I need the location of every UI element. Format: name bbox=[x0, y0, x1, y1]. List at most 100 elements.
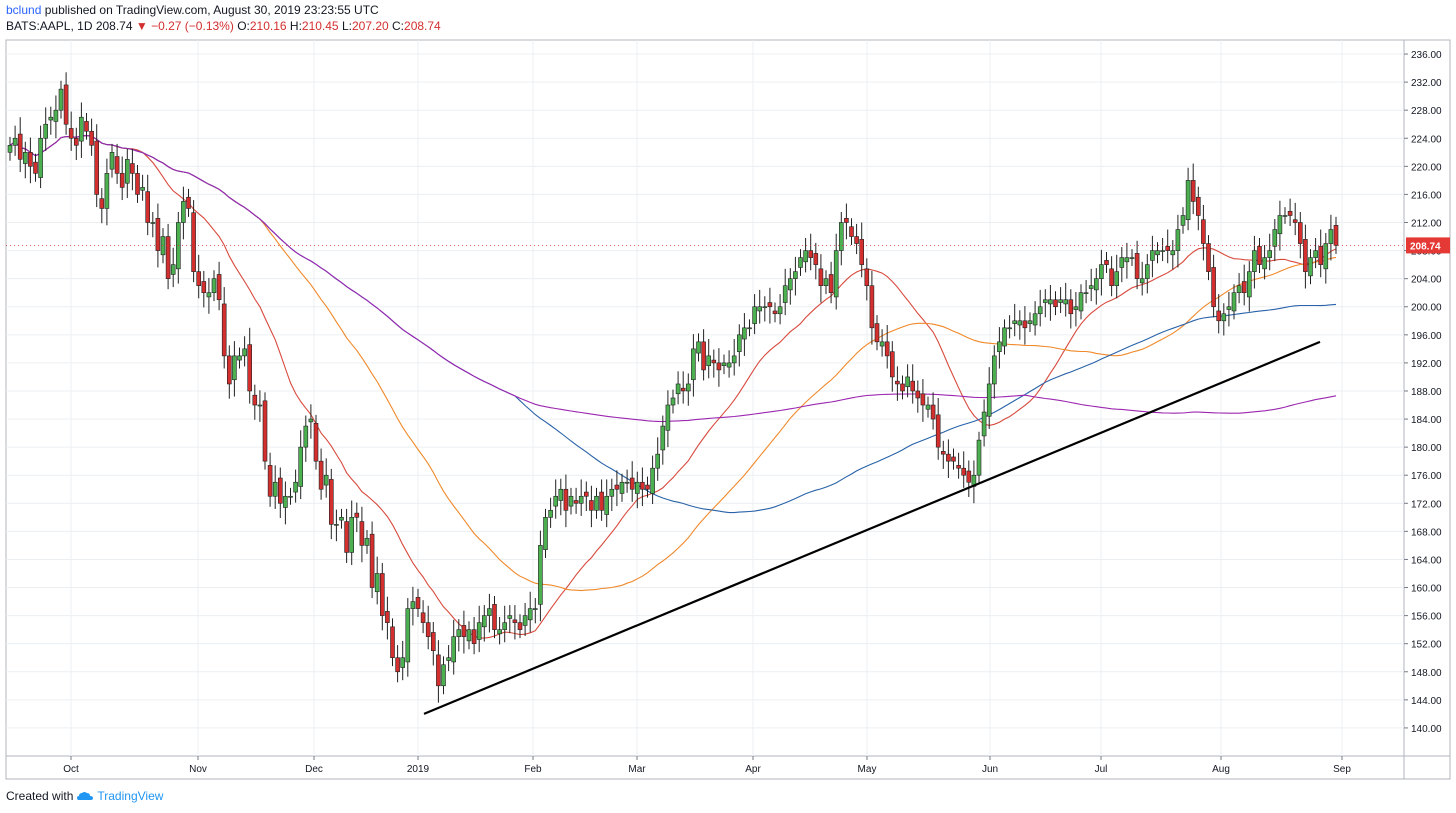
candle-body bbox=[150, 222, 156, 224]
candle-body bbox=[589, 500, 594, 511]
x-tick-label: Jun bbox=[982, 764, 998, 775]
candle-body bbox=[1053, 299, 1058, 308]
author-link[interactable]: bclund bbox=[6, 3, 42, 17]
candle-body bbox=[481, 615, 487, 628]
candle-body bbox=[553, 495, 559, 507]
candle-body bbox=[1017, 320, 1023, 326]
candle-body bbox=[1206, 243, 1211, 272]
candle-body bbox=[252, 394, 258, 406]
candle-body bbox=[578, 495, 584, 504]
candle-body bbox=[374, 573, 380, 593]
candle-body bbox=[436, 654, 441, 687]
candle-body bbox=[1104, 260, 1109, 265]
candle-body bbox=[1328, 229, 1334, 244]
trendline bbox=[423, 340, 1321, 715]
candle-body bbox=[1313, 250, 1318, 258]
candle-body bbox=[38, 137, 43, 178]
candle-body bbox=[201, 281, 207, 294]
candle-body bbox=[1048, 299, 1053, 305]
candle-body bbox=[997, 341, 1002, 352]
candle-body bbox=[181, 201, 186, 223]
candle-body bbox=[884, 341, 890, 357]
candle-body bbox=[1155, 250, 1160, 256]
x-tick-label: Feb bbox=[524, 764, 542, 775]
candle-body bbox=[1058, 299, 1063, 303]
candle-body bbox=[242, 348, 247, 357]
candle-body bbox=[793, 271, 798, 279]
y-tick-label: 196.00 bbox=[1411, 331, 1442, 342]
symbol-label: BATS:AAPL, 1D bbox=[6, 19, 93, 33]
candle-body bbox=[155, 217, 161, 251]
candle-body bbox=[634, 481, 640, 494]
candle-body bbox=[823, 278, 829, 286]
candle-body bbox=[344, 521, 349, 553]
candle-body bbox=[1032, 313, 1038, 326]
candle-body bbox=[629, 477, 635, 490]
last-price-tag-label: 208.74 bbox=[1410, 241, 1441, 252]
candle-body bbox=[787, 278, 793, 291]
candle-body bbox=[1333, 225, 1339, 246]
candle-body bbox=[655, 453, 661, 469]
candle-body bbox=[905, 376, 910, 388]
candle-body bbox=[1139, 278, 1145, 284]
candle-body bbox=[859, 239, 865, 265]
candle-body bbox=[558, 488, 564, 501]
candle-body bbox=[74, 137, 79, 146]
candle-body bbox=[517, 622, 523, 630]
candle-body bbox=[1088, 285, 1094, 289]
tradingview-logo-text[interactable]: TradingView bbox=[97, 789, 164, 803]
candle-body bbox=[1094, 278, 1099, 291]
y-tick-label: 140.00 bbox=[1411, 724, 1442, 735]
candle-body bbox=[670, 397, 676, 406]
candle-body bbox=[599, 491, 604, 511]
candle-body bbox=[752, 306, 757, 324]
y-tick-label: 164.00 bbox=[1411, 555, 1442, 566]
candle-body bbox=[186, 196, 191, 209]
candle-body bbox=[99, 198, 105, 209]
candle-body bbox=[487, 608, 492, 616]
candle-body bbox=[1236, 285, 1242, 294]
candle-body bbox=[1043, 299, 1048, 303]
candle-body bbox=[696, 341, 701, 354]
candle-body bbox=[747, 327, 752, 330]
candle-body bbox=[145, 191, 150, 223]
candle-body bbox=[828, 274, 834, 294]
x-tick-label: Sep bbox=[1333, 764, 1351, 775]
x-tick-label: May bbox=[858, 764, 877, 775]
candle-body bbox=[935, 414, 941, 448]
candle-body bbox=[844, 217, 849, 223]
candle-body bbox=[910, 380, 916, 392]
candle-body bbox=[206, 292, 212, 298]
candle-body bbox=[522, 615, 528, 626]
candle-body bbox=[415, 597, 421, 609]
y-tick-label: 232.00 bbox=[1411, 78, 1442, 89]
candle-body bbox=[1063, 299, 1068, 305]
candle-body bbox=[879, 341, 885, 347]
candle-body bbox=[1231, 292, 1237, 312]
candle-body bbox=[650, 467, 655, 494]
candle-body bbox=[548, 510, 553, 518]
candle-body bbox=[1282, 215, 1288, 217]
candle-body bbox=[701, 341, 706, 371]
candle-body bbox=[538, 545, 543, 605]
x-tick-label: Oct bbox=[63, 764, 79, 775]
candle-body bbox=[63, 84, 69, 125]
candle-body bbox=[359, 521, 365, 546]
candle-body bbox=[247, 344, 252, 392]
candle-body bbox=[89, 130, 94, 146]
y-tick-label: 220.00 bbox=[1411, 162, 1442, 173]
candle-body bbox=[543, 517, 548, 550]
x-tick-label: 2019 bbox=[407, 764, 430, 775]
candle-body bbox=[323, 474, 329, 486]
candle-body bbox=[451, 636, 457, 663]
candle-body bbox=[665, 404, 671, 431]
candle-body bbox=[7, 144, 13, 153]
candle-body bbox=[594, 495, 599, 511]
candle-body bbox=[109, 152, 115, 170]
candle-body bbox=[471, 629, 477, 644]
candle-body bbox=[1068, 299, 1074, 315]
y-tick-label: 156.00 bbox=[1411, 612, 1442, 623]
candle-body bbox=[721, 362, 727, 367]
candle-body bbox=[772, 310, 778, 315]
